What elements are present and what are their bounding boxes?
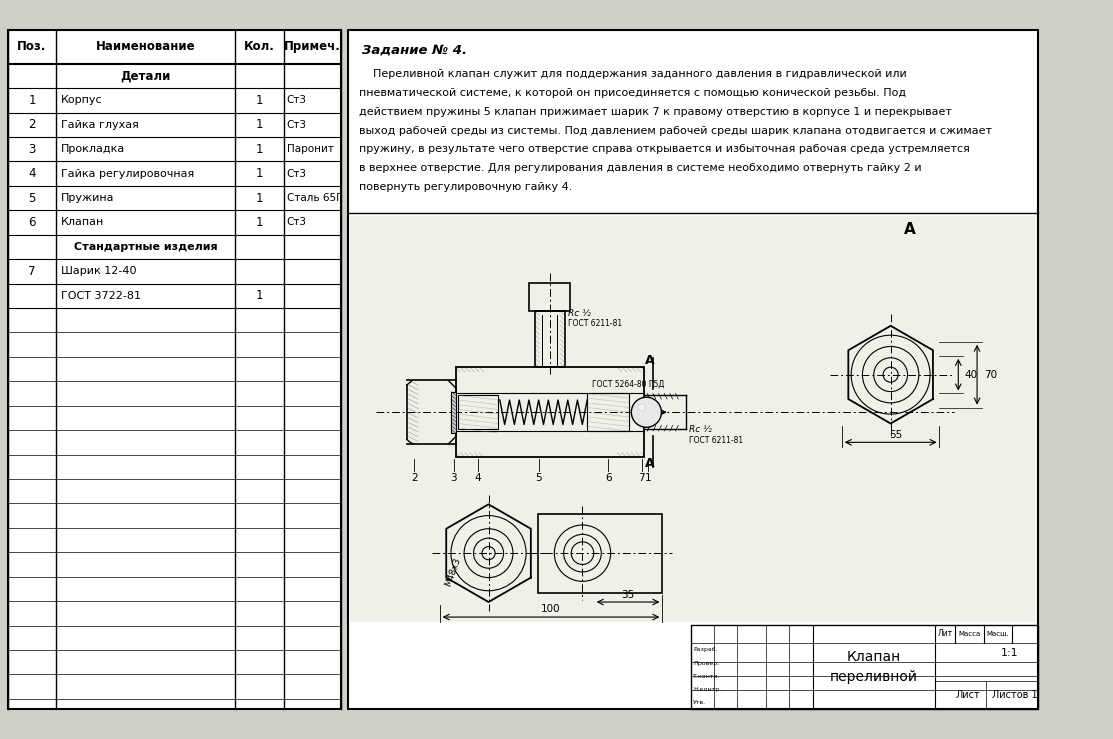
Text: Прокладка: Прокладка (61, 144, 126, 154)
Text: Корпус: Корпус (61, 95, 102, 106)
Bar (588, 393, 630, 431)
Text: Утв.: Утв. (693, 700, 707, 705)
Text: 1: 1 (644, 473, 651, 483)
Bar (347, 30, 1038, 709)
Text: 1: 1 (256, 191, 263, 205)
Text: 4: 4 (28, 167, 36, 180)
Text: 1: 1 (256, 167, 263, 180)
Text: Масш.: Масш. (986, 631, 1009, 637)
Text: выход рабочей среды из системы. Под давлением рабочей среды шарик клапана отодви: выход рабочей среды из системы. Под давл… (358, 126, 992, 136)
Text: 1: 1 (256, 118, 263, 132)
Text: 6: 6 (28, 216, 36, 229)
Text: ГОСТ 6211-81: ГОСТ 6211-81 (569, 319, 622, 328)
Text: 35: 35 (621, 590, 634, 599)
Text: 3: 3 (28, 143, 36, 156)
Text: Переливной клапан служит для поддержания заданного давления в гидравлической или: Переливной клапан служит для поддержания… (358, 69, 907, 79)
Text: Rc ½: Rc ½ (689, 425, 711, 434)
Text: Провер.: Провер. (693, 661, 720, 666)
Bar (539, 514, 662, 593)
Text: Пружина: Пружина (61, 193, 115, 203)
Text: Сталь 65Г: Сталь 65Г (286, 193, 342, 203)
Text: Разраб.: Разраб. (693, 647, 718, 653)
Text: Масса: Масса (958, 631, 981, 637)
Text: Детали: Детали (120, 69, 170, 83)
Text: Примеч.: Примеч. (284, 41, 341, 53)
Text: 4: 4 (475, 473, 482, 483)
Text: Н.контр.: Н.контр. (693, 687, 721, 692)
Bar (534, 311, 564, 367)
Text: 1:1: 1:1 (1001, 648, 1018, 658)
Text: 1: 1 (256, 94, 263, 107)
Text: Лист: Лист (955, 690, 981, 700)
Text: Т.контр.: Т.контр. (693, 674, 721, 678)
Text: Задание № 4.: Задание № 4. (362, 44, 466, 57)
Text: 1: 1 (256, 289, 263, 302)
Bar (529, 282, 570, 311)
Text: 1: 1 (256, 143, 263, 156)
Text: пружину, в результате чего отверстие справа открывается и избыточная рабочая сре: пружину, в результате чего отверстие спр… (358, 145, 969, 154)
Text: Паронит: Паронит (286, 144, 334, 154)
Text: Гайка глухая: Гайка глухая (61, 120, 139, 130)
Bar (459, 395, 498, 429)
Text: ГОСТ 5264-80 Г5Д: ГОСТ 5264-80 Г5Д (592, 380, 664, 389)
Text: Наименование: Наименование (96, 41, 196, 53)
Text: Стандартные изделия: Стандартные изделия (73, 242, 217, 252)
Text: Ст3: Ст3 (286, 120, 306, 130)
Text: в верхнее отверстие. Для регулирования давления в системе необходимо отвернуть г: в верхнее отверстие. Для регулирования д… (358, 163, 922, 174)
Text: действием пружины 5 клапан прижимает шарик 7 к правому отверстию в корпусе 1 и п: действием пружины 5 клапан прижимает шар… (358, 107, 952, 117)
Text: Клапан: Клапан (61, 217, 105, 228)
Text: Листов 1: Листов 1 (992, 690, 1037, 700)
Text: Шарик 12-40: Шарик 12-40 (61, 266, 137, 276)
Text: 40: 40 (965, 370, 978, 380)
Text: 1: 1 (256, 216, 263, 229)
Text: Лит: Лит (937, 630, 953, 638)
Bar (451, 392, 455, 433)
Text: 5: 5 (28, 191, 36, 205)
Text: Ст3: Ст3 (286, 168, 306, 179)
Text: А: А (904, 222, 915, 236)
Text: ГОСТ 6211-81: ГОСТ 6211-81 (689, 436, 742, 445)
Text: А: А (646, 457, 654, 471)
Text: Клапан
переливной: Клапан переливной (829, 650, 918, 684)
Text: А: А (646, 354, 654, 367)
Text: ГОСТ 3722-81: ГОСТ 3722-81 (61, 290, 141, 301)
Bar (690, 624, 1038, 709)
Text: 100: 100 (541, 604, 561, 613)
Text: 70: 70 (984, 370, 997, 380)
Text: 55: 55 (888, 430, 902, 440)
Text: пневматической системе, к которой он присоединяется с помощью конической резьбы.: пневматической системе, к которой он при… (358, 88, 906, 98)
Circle shape (631, 398, 661, 427)
Bar (347, 30, 1038, 709)
Text: Rc ½: Rc ½ (569, 309, 591, 318)
Text: Гайка регулировочная: Гайка регулировочная (61, 168, 195, 179)
Text: Ст3: Ст3 (286, 95, 306, 106)
Bar (455, 367, 643, 457)
Text: 3: 3 (451, 473, 457, 483)
Bar (8, 30, 341, 709)
Text: 2: 2 (411, 473, 417, 483)
Text: 7: 7 (639, 473, 646, 483)
Text: 7: 7 (28, 265, 36, 278)
Bar (8, 30, 341, 709)
Text: 2: 2 (28, 118, 36, 132)
Text: 1: 1 (28, 94, 36, 107)
Text: 5: 5 (535, 473, 542, 483)
Text: М48х3: М48х3 (443, 556, 462, 588)
Text: Поз.: Поз. (18, 41, 47, 53)
Circle shape (638, 403, 646, 412)
Text: повернуть регулировочную гайку 4.: повернуть регулировочную гайку 4. (358, 182, 572, 192)
Text: 6: 6 (605, 473, 612, 483)
Bar (351, 216, 1035, 621)
Text: Кол.: Кол. (244, 41, 275, 53)
Text: Ст3: Ст3 (286, 217, 306, 228)
